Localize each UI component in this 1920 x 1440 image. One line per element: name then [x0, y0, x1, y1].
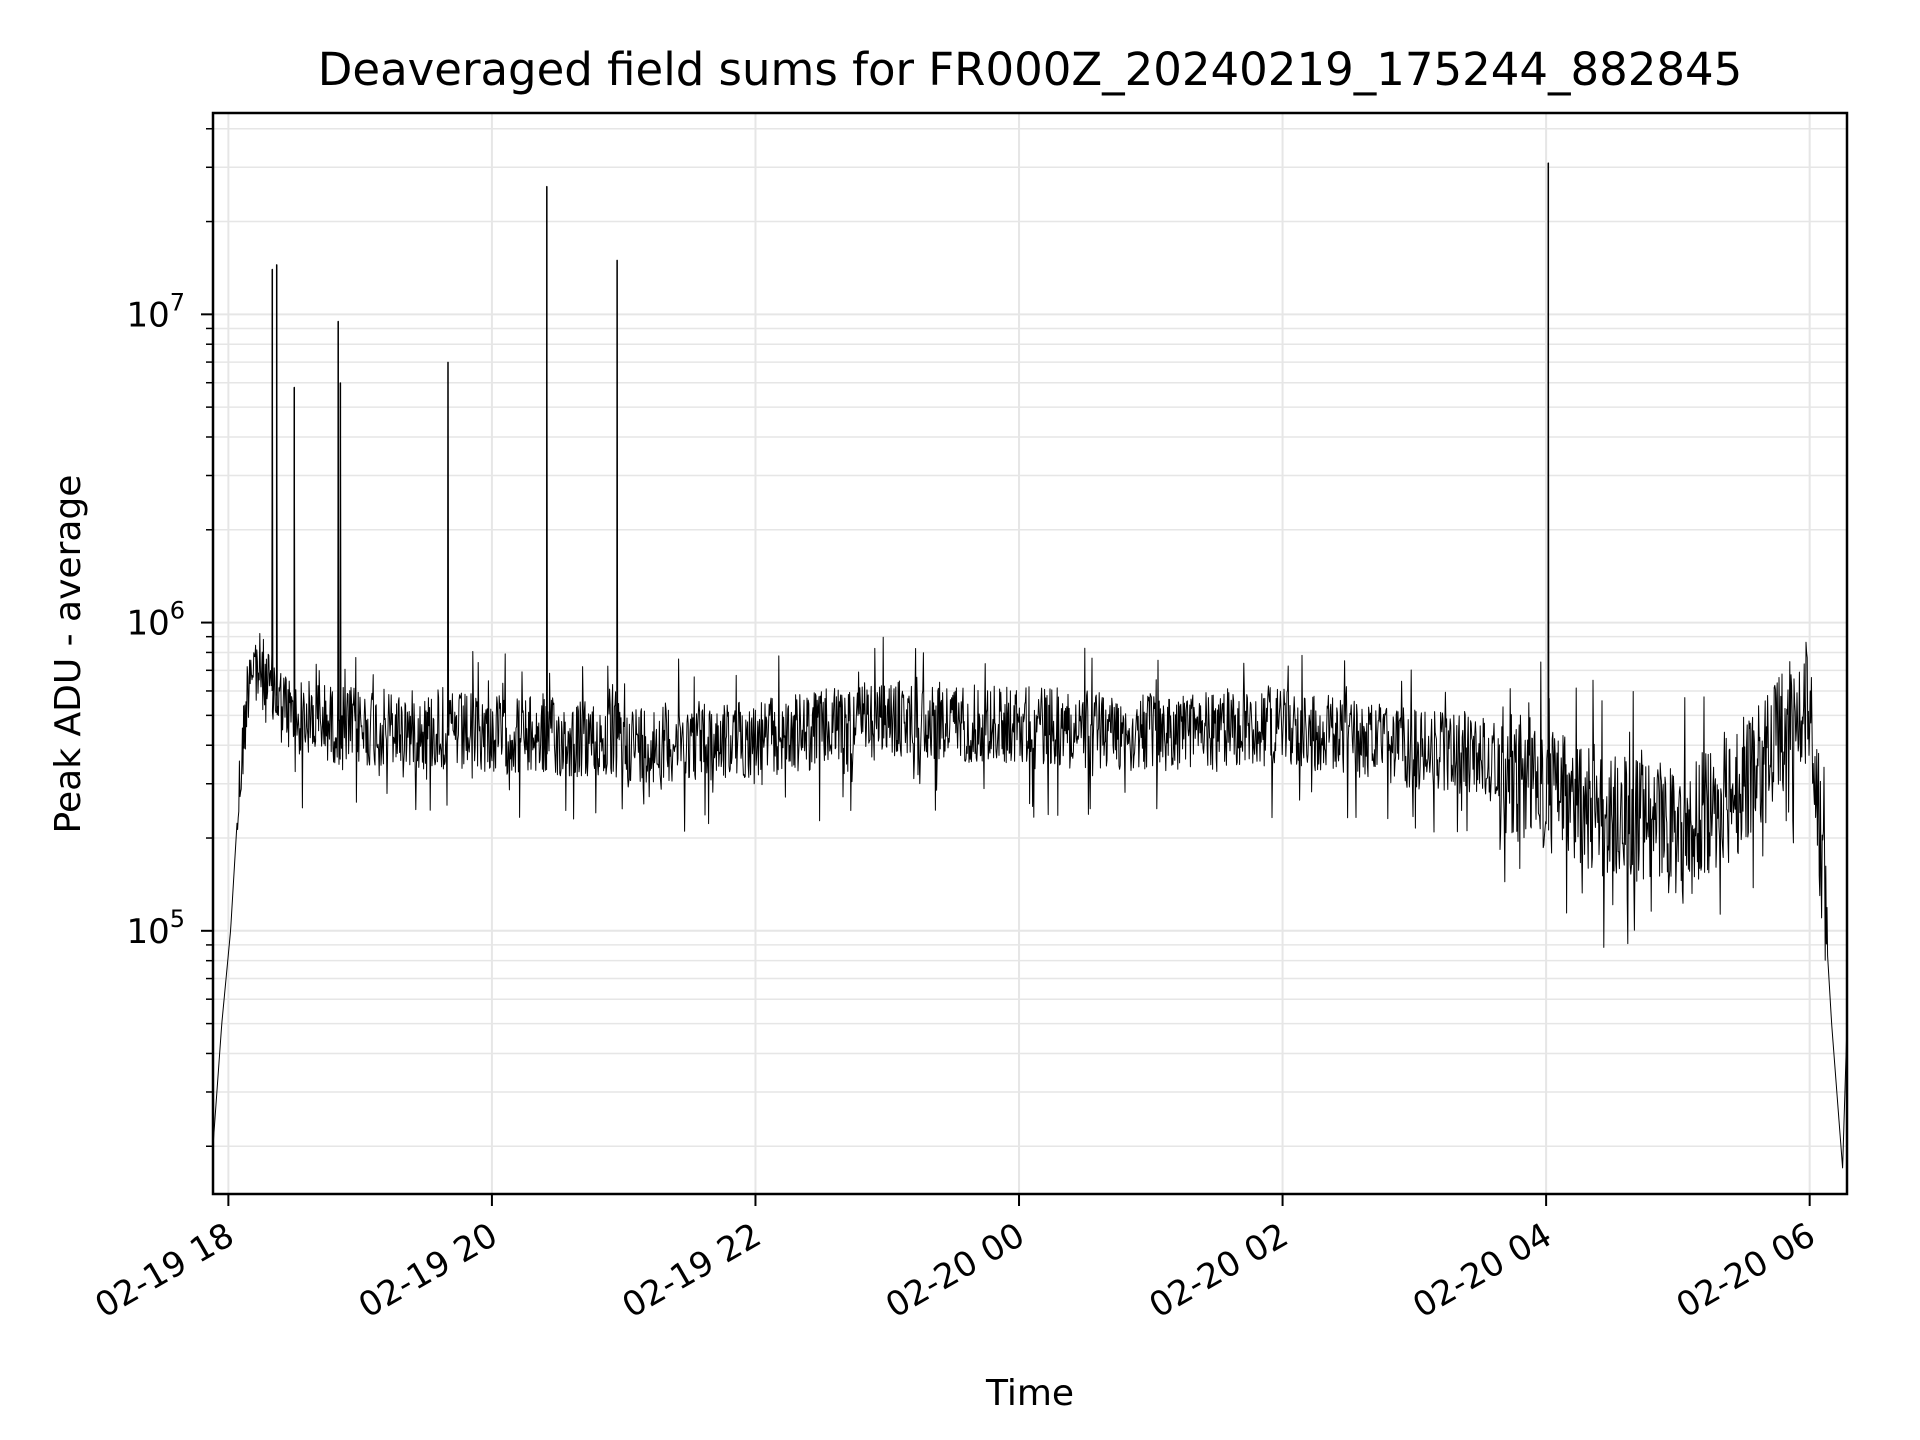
series-line [212, 162, 1848, 1169]
chart-title: Deaveraged field sums for FR000Z_2024021… [318, 43, 1743, 96]
y-axis-label: Peak ADU - average [48, 475, 89, 834]
y-tick-label: 107 [126, 288, 185, 335]
y-tick-label: 105 [126, 905, 185, 952]
y-tick-label: 106 [126, 597, 185, 644]
plot-frame [211, 111, 1849, 1196]
y-axis: 105 106 107 [126, 128, 213, 1148]
x-axis-label: Time [985, 1373, 1074, 1414]
series-layer [212, 162, 1848, 1169]
